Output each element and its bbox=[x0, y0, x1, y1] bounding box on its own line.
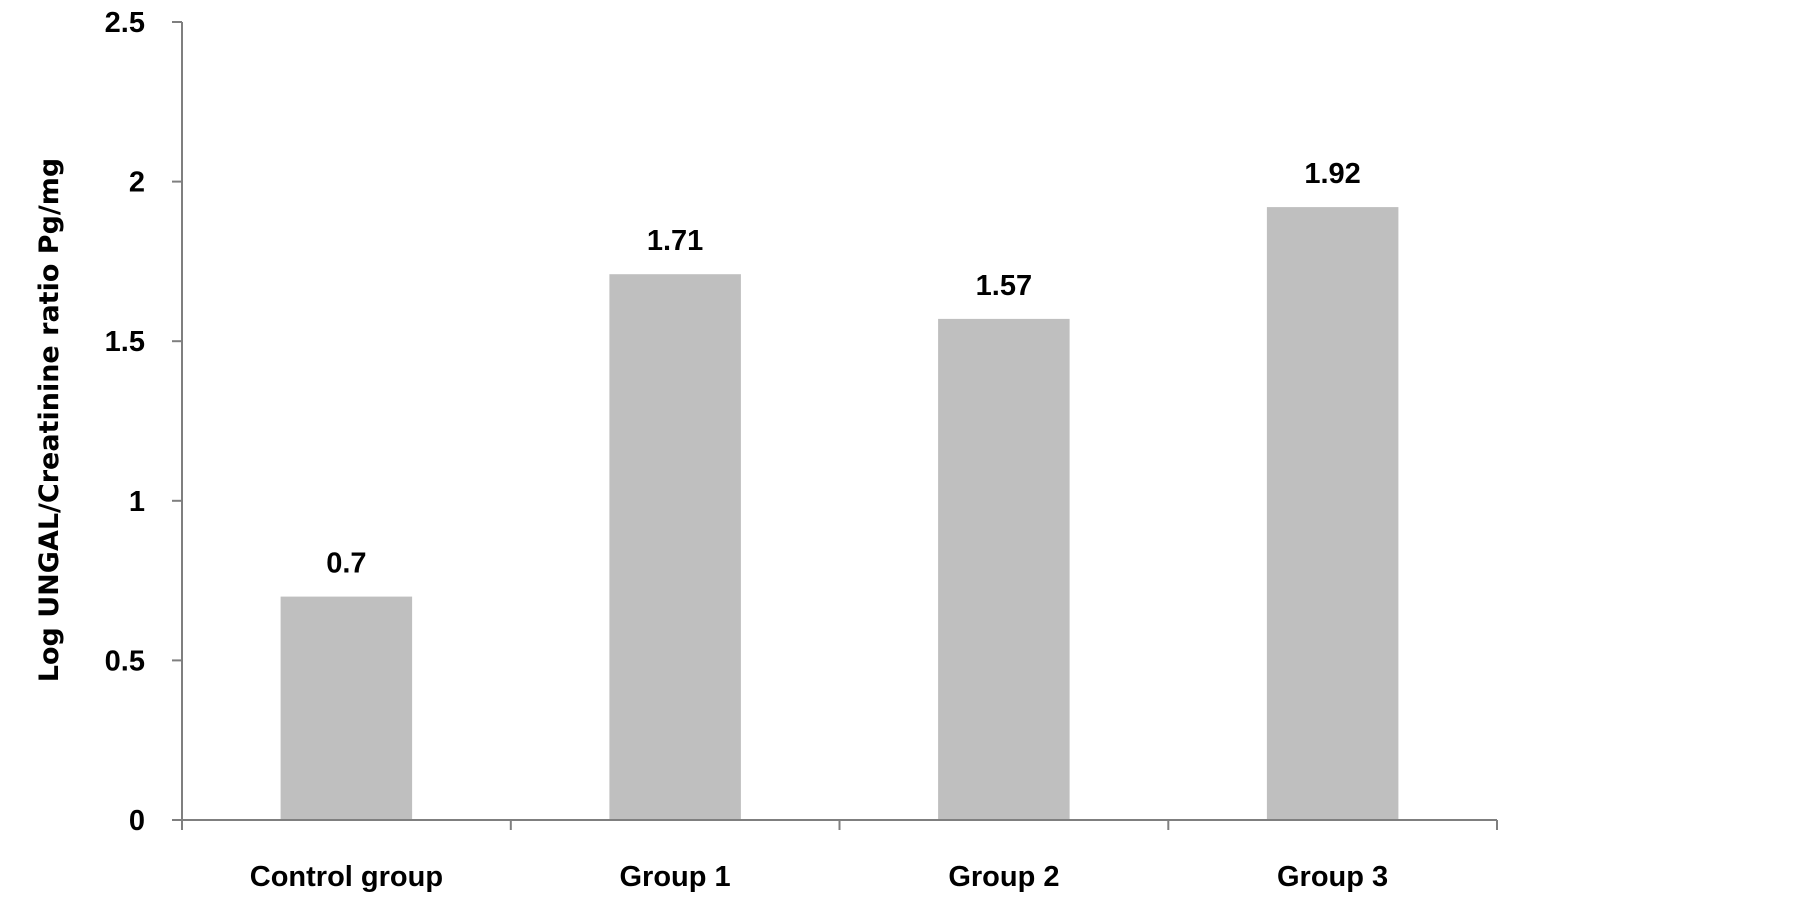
y-tick-label-0: 0 bbox=[129, 805, 145, 837]
data-label-3: 1.57 bbox=[976, 270, 1032, 302]
y-tick-label-3: 1.5 bbox=[105, 326, 145, 358]
bar-3 bbox=[938, 318, 1070, 820]
x-tick-label-3: Group 2 bbox=[948, 861, 1059, 893]
x-tick-label-1: Control group bbox=[250, 861, 443, 893]
bar-2 bbox=[609, 274, 741, 820]
bar-4 bbox=[1266, 207, 1399, 821]
x-tick-label-4: Group 3 bbox=[1277, 861, 1388, 893]
bar-1 bbox=[280, 596, 413, 820]
data-label-4: 1.92 bbox=[1304, 158, 1360, 190]
bars-group bbox=[280, 207, 1399, 821]
y-tick-label-1: 0.5 bbox=[105, 645, 145, 677]
y-tick-label-4: 2 bbox=[129, 167, 145, 199]
labels-group: 0.7 Control group 1.71 Group 1 1.57 Group 2 1.… bbox=[105, 7, 1389, 893]
y-axis-title: Log UNGAL/Creatinine ratio Pg/mg bbox=[34, 158, 65, 682]
y-tick-label-2: 1 bbox=[129, 486, 145, 518]
y-tick-label-5: 2.5 bbox=[105, 7, 145, 39]
axes-group bbox=[172, 21, 1498, 830]
data-label-1: 0.7 bbox=[326, 548, 366, 580]
data-label-2: 1.71 bbox=[647, 225, 703, 257]
x-tick-label-2: Group 1 bbox=[620, 861, 731, 893]
